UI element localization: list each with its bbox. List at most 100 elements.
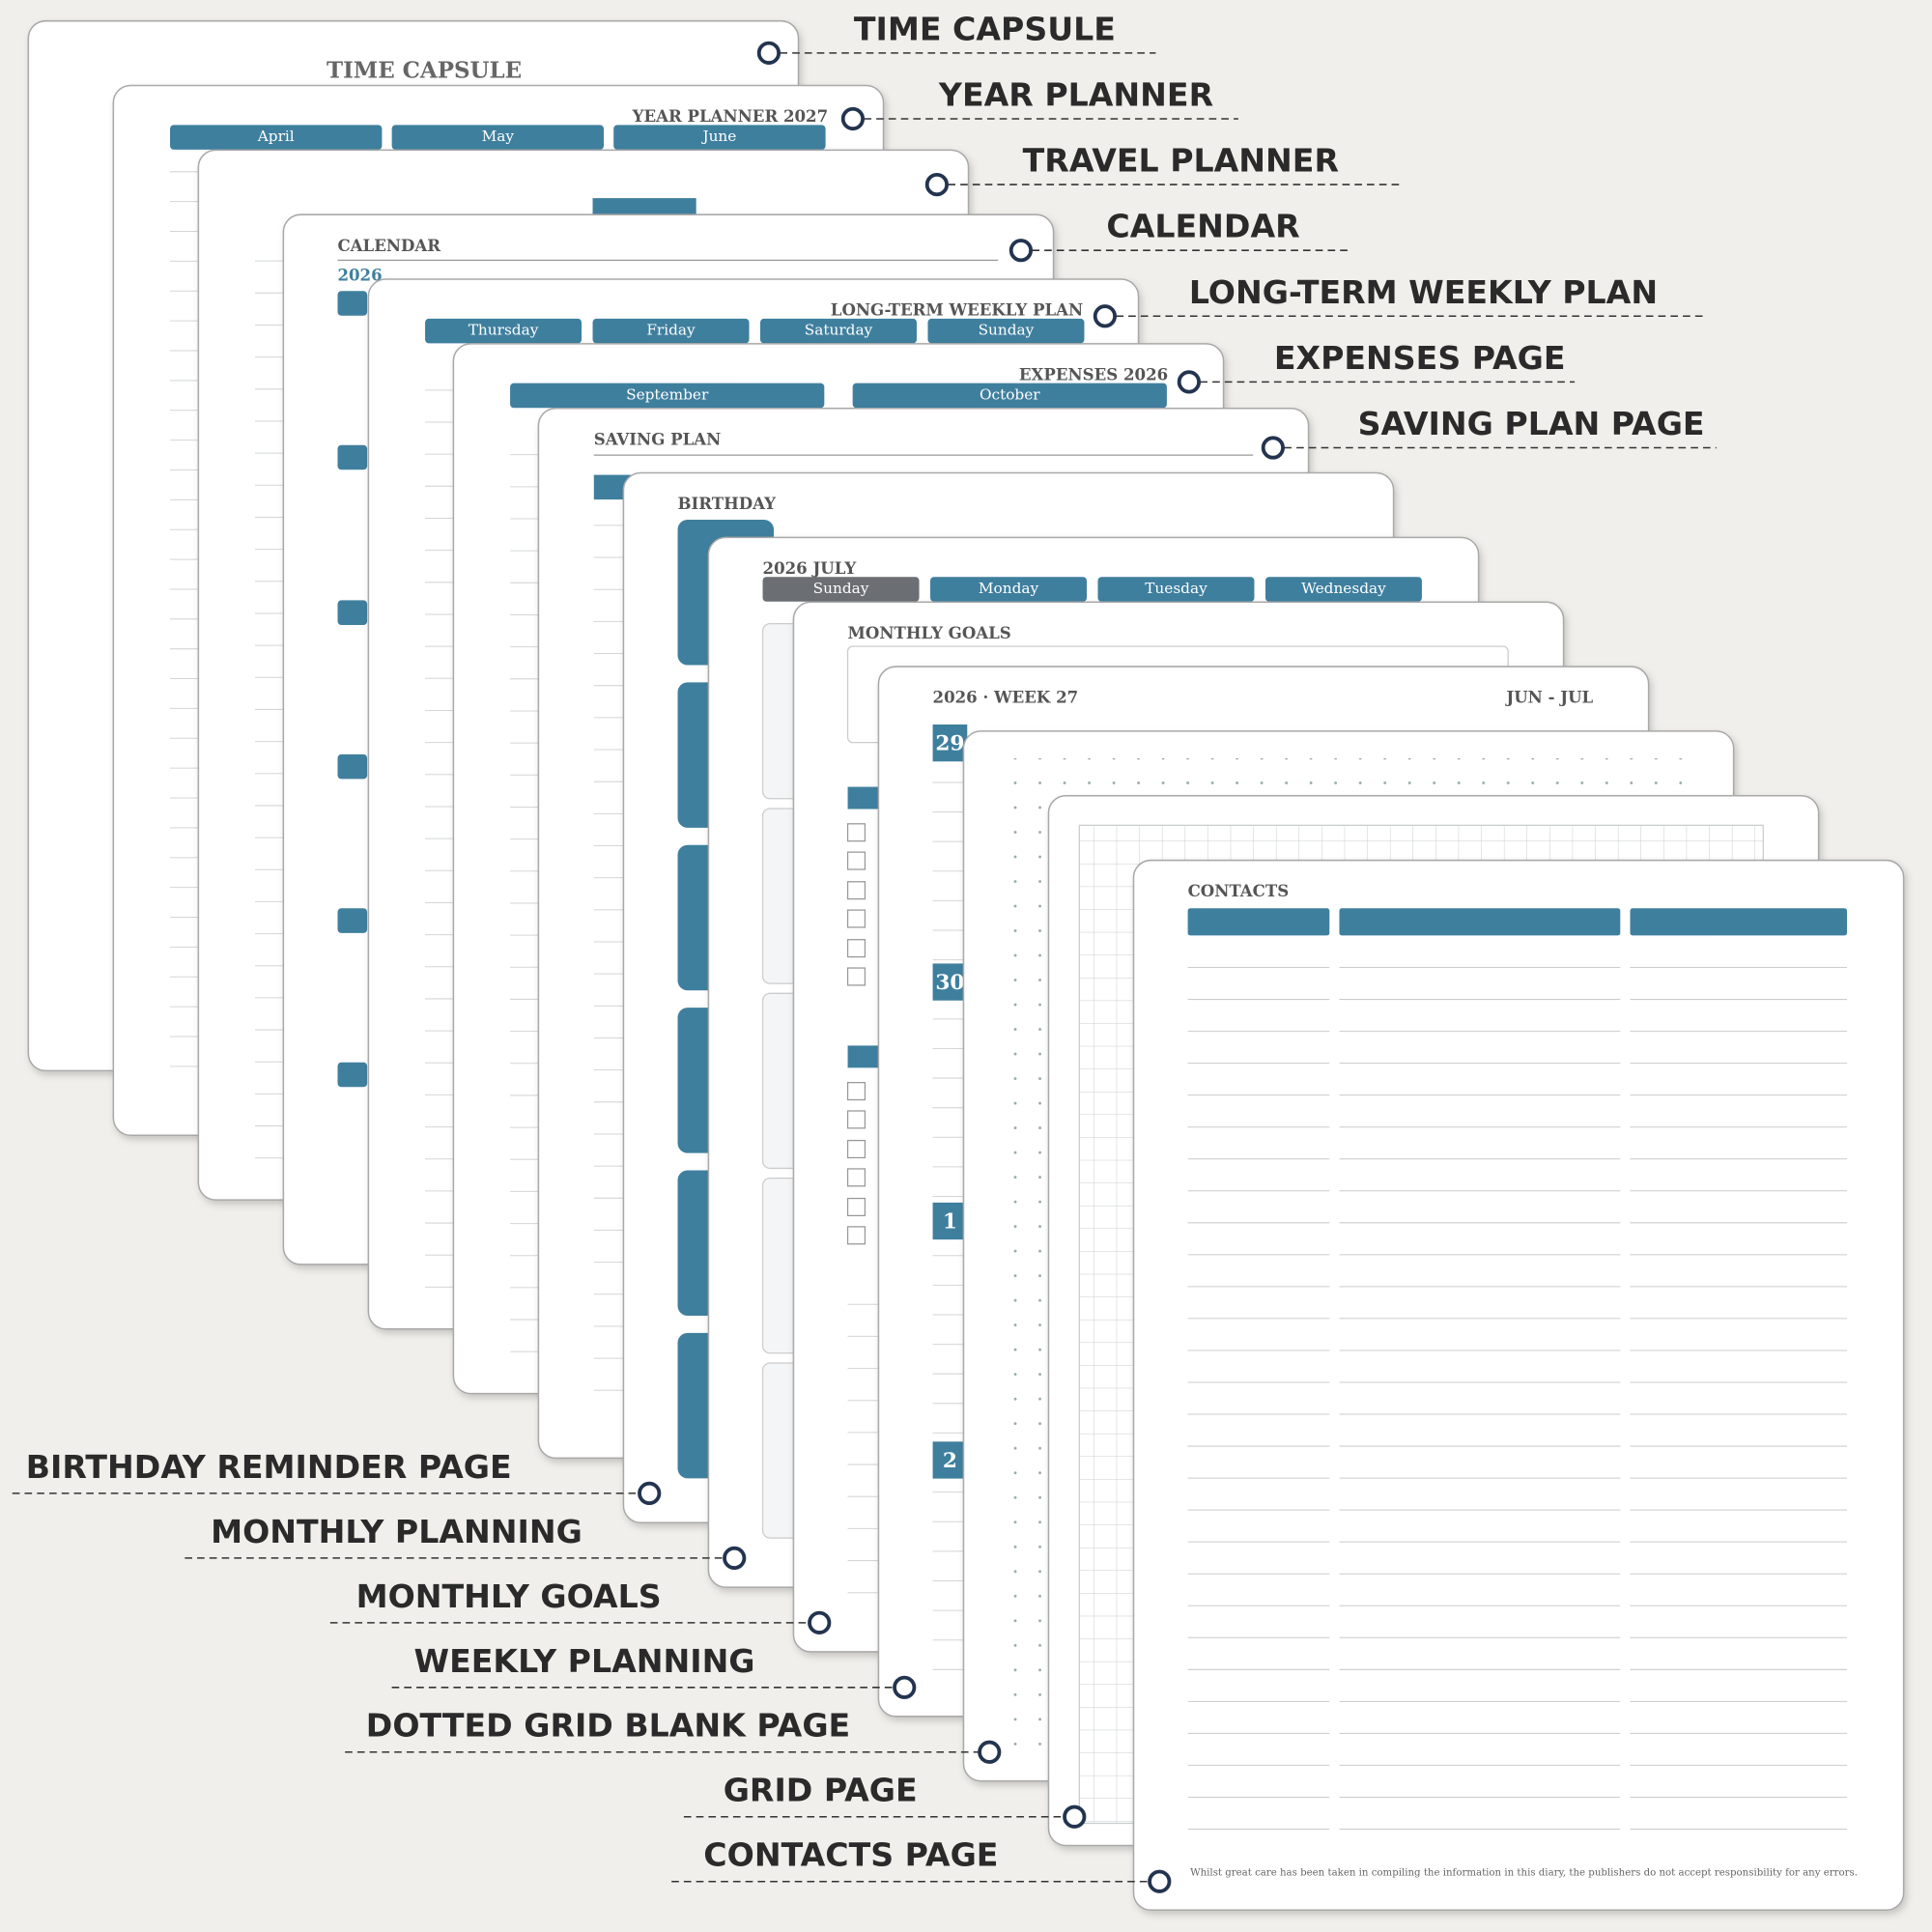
callout-label: CONTACTS PAGE [703, 1836, 998, 1874]
callout-label: MONTHLY PLANNING [211, 1513, 582, 1550]
column-header [1339, 908, 1621, 936]
week-bar [337, 908, 368, 933]
tab [1264, 577, 1422, 602]
tab-label: Monday [979, 580, 1039, 597]
planner-page: CONTACTS Whilst great care has been taken… [1132, 859, 1905, 1912]
tab [930, 577, 1087, 602]
year: 2026 [337, 265, 382, 284]
day-badge [932, 724, 968, 762]
callout-marker [1261, 436, 1285, 460]
callout-label: TRAVEL PLANNER [1023, 142, 1339, 180]
tab [510, 383, 825, 409]
callout-label: MONTHLY GOALS [356, 1577, 662, 1615]
page-title: MONTHLY GOALS [848, 623, 1011, 642]
callout-marker [808, 1610, 832, 1634]
callout-label: CALENDAR [1106, 208, 1299, 245]
day-number: 1 [943, 1209, 957, 1234]
checkbox [846, 1197, 867, 1217]
page-title: 2026 · WEEK 27 [933, 688, 1079, 707]
tab [592, 318, 750, 344]
callout-label: TIME CAPSULE [854, 10, 1116, 47]
day-number: 29 [935, 731, 964, 755]
checkbox [846, 1110, 867, 1129]
day-number: 30 [935, 971, 964, 995]
tab [613, 125, 826, 150]
callout-marker [840, 106, 866, 131]
checkbox [846, 967, 867, 986]
day-badge [932, 963, 968, 1001]
tab-label: October [980, 385, 1040, 403]
page-title: BIRTHDAY [678, 494, 777, 513]
tab [391, 125, 604, 150]
tab-label: Friday [646, 322, 696, 339]
callout-marker [1177, 370, 1201, 394]
callout-label: DOTTED GRID BLANK PAGE [366, 1707, 850, 1745]
page-title: YEAR PLANNER 2027 [632, 106, 829, 126]
week-bar [337, 291, 368, 316]
checkbox [846, 909, 867, 928]
day-number: 2 [943, 1449, 957, 1473]
checkbox [846, 939, 867, 958]
tab-label: June [700, 128, 736, 145]
page-title: LONG-TERM WEEKLY PLAN [831, 300, 1083, 320]
day-badge [932, 1202, 968, 1240]
callout-marker [1009, 239, 1034, 263]
tab [1097, 577, 1255, 602]
week-bar [337, 600, 368, 625]
tab [762, 577, 920, 602]
callout-marker [978, 1740, 1002, 1764]
callout-label: BIRTHDAY REMINDER PAGE [26, 1448, 512, 1486]
date-range: JUN - JUL [1504, 688, 1593, 707]
page-title: CONTACTS [1188, 881, 1290, 900]
week-bar [337, 753, 368, 780]
checkbox [846, 1082, 867, 1101]
callout-marker [924, 172, 950, 197]
tab [170, 125, 383, 150]
tab-label: Sunday [813, 580, 869, 597]
footer-note: Whilst great care has been taken in comp… [1190, 1868, 1858, 1879]
page-title: 2026 JULY [763, 558, 857, 578]
tab-label: May [482, 128, 515, 145]
column-header [1187, 908, 1330, 936]
page-title: EXPENSES 2026 [1019, 365, 1168, 384]
callout-label: YEAR PLANNER [938, 76, 1213, 114]
tab-label: Saturday [805, 322, 873, 339]
day-badge [932, 1441, 968, 1479]
tab [852, 383, 1167, 409]
week-bar [337, 444, 368, 470]
tab-label: Tuesday [1145, 580, 1208, 597]
column-header [1630, 908, 1847, 936]
callout-label: WEEKLY PLANNING [414, 1642, 755, 1680]
checkbox [846, 1168, 867, 1187]
tab-label: Thursday [469, 322, 539, 339]
callout-marker [1063, 1804, 1087, 1829]
page-sheet [1132, 859, 1905, 1912]
label-tab [847, 1045, 879, 1068]
callout-marker [1093, 304, 1117, 328]
tab-label: September [626, 385, 709, 403]
callout-marker [756, 41, 781, 65]
callout-label: GRID PAGE [724, 1772, 918, 1809]
label-tab [847, 786, 879, 810]
checkbox [846, 1226, 867, 1245]
tab [759, 318, 917, 344]
tab-label: Sunday [979, 322, 1035, 339]
checkbox [846, 1139, 867, 1159]
page-title: TIME CAPSULE [327, 57, 522, 83]
tab-label: April [257, 128, 295, 145]
callout-label: LONG-TERM WEEKLY PLAN [1189, 273, 1658, 311]
checkbox [846, 851, 867, 870]
tab [927, 318, 1085, 344]
week-bar [337, 1062, 368, 1088]
checkbox [846, 881, 867, 900]
page-title: SAVING PLAN [594, 429, 721, 448]
callout-label: EXPENSES PAGE [1274, 339, 1566, 377]
callout-marker [893, 1675, 917, 1699]
callout-marker [1148, 1869, 1172, 1893]
checkbox [846, 823, 867, 842]
callout-marker [723, 1546, 747, 1570]
tab [425, 318, 582, 344]
callout-label: SAVING PLAN PAGE [1358, 405, 1705, 442]
